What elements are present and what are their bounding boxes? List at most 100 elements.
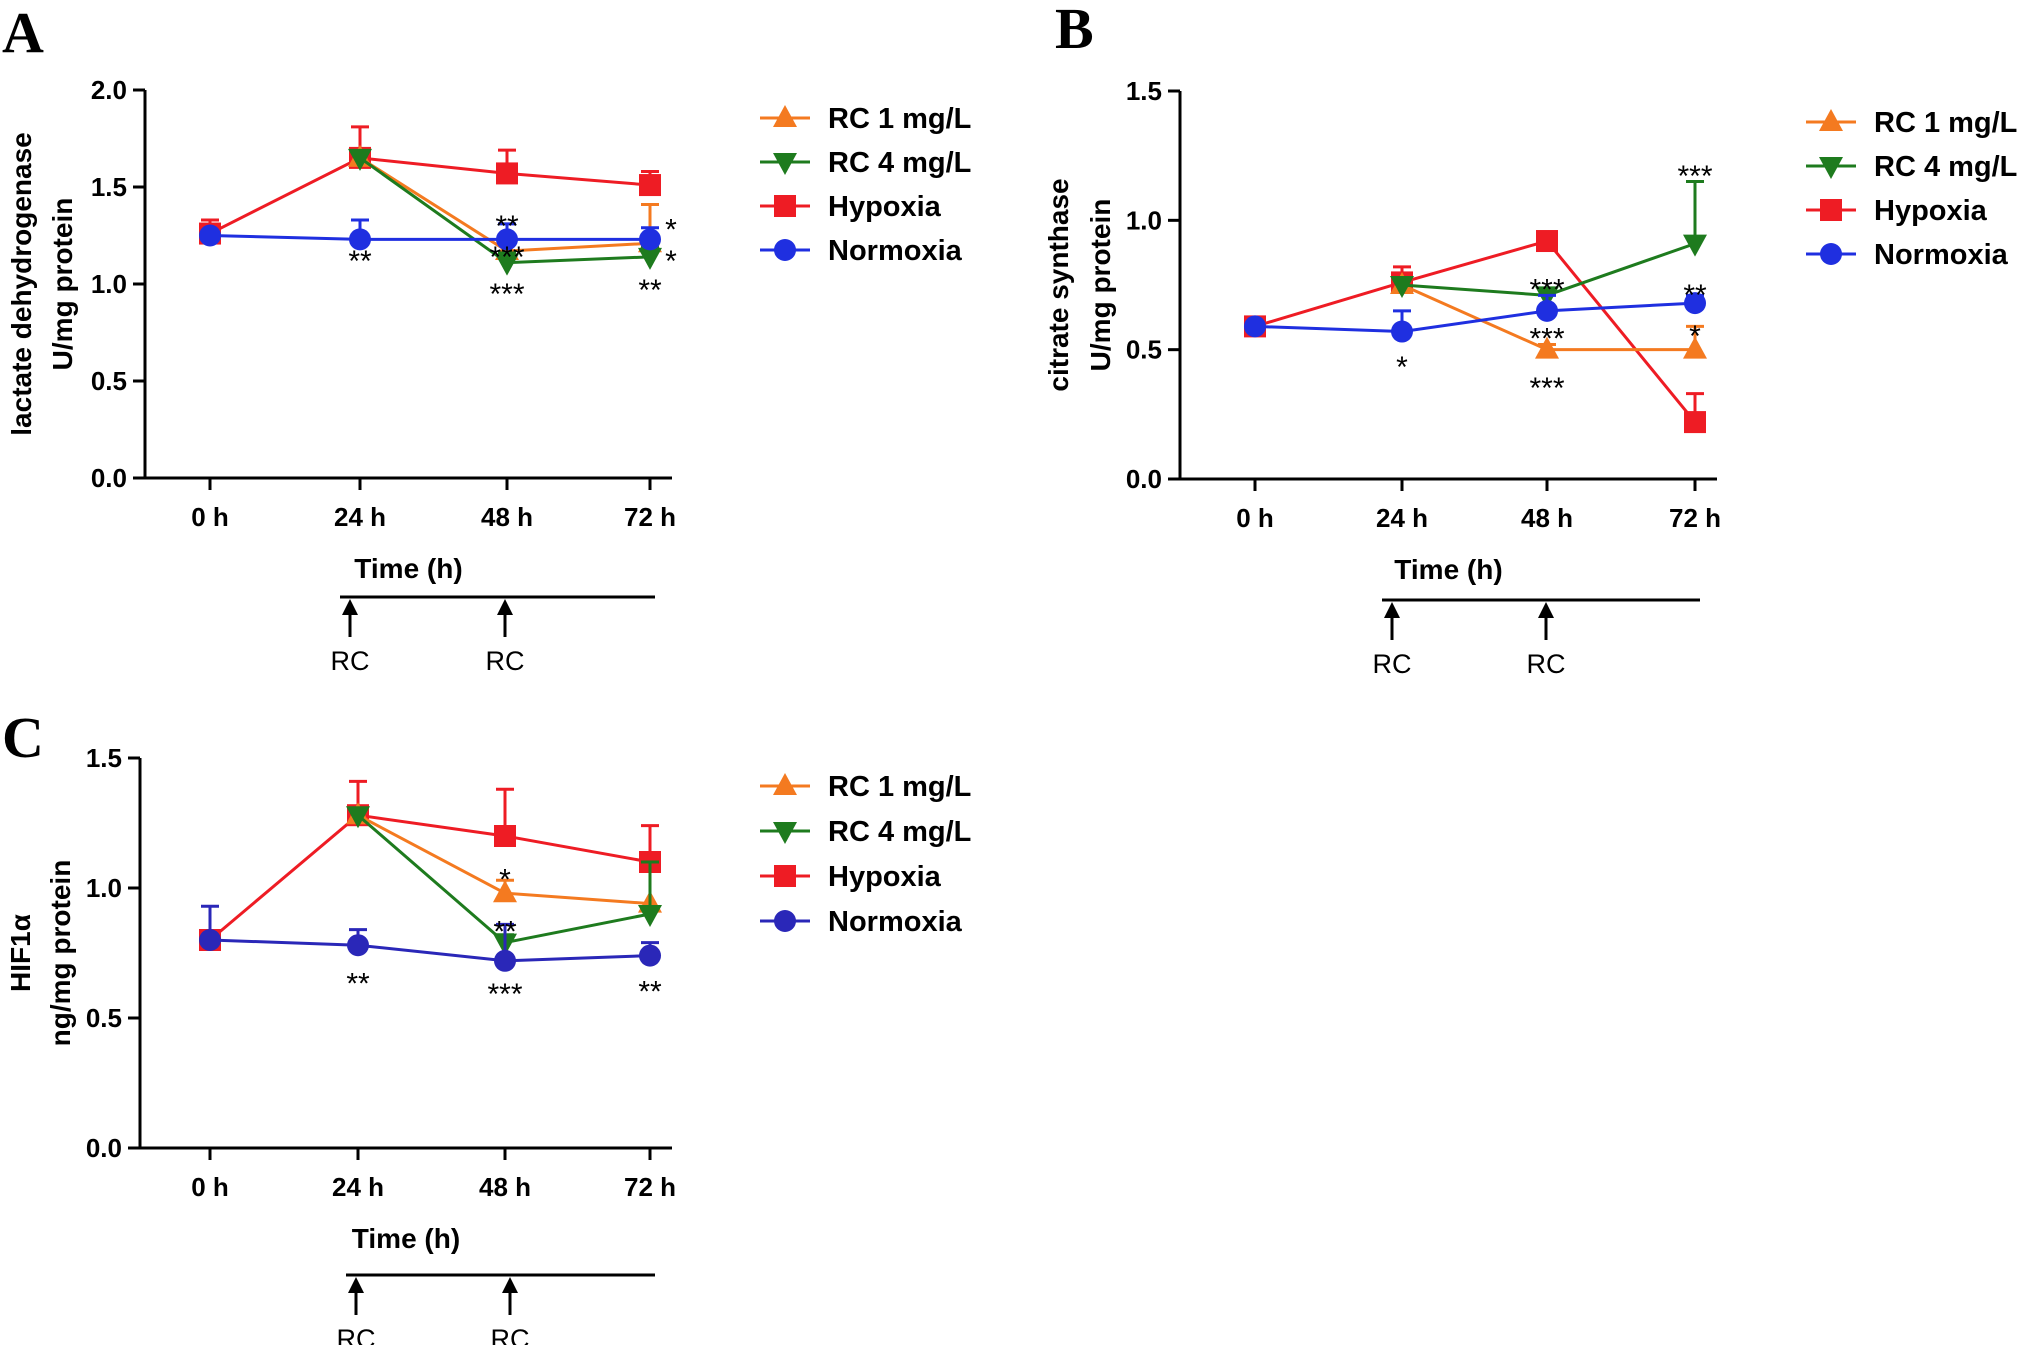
legend-label: Normoxia	[828, 235, 963, 267]
treatment-timeline: RC RC	[1373, 598, 1700, 679]
arrow-head-icon	[1384, 602, 1400, 618]
y-tick-label: 0.0	[86, 1133, 122, 1163]
significance-marker: **	[493, 916, 517, 949]
significance-marker: ***	[1529, 372, 1564, 405]
data-point	[1244, 315, 1266, 338]
treatment-arrow: RC	[486, 599, 525, 676]
legend-marker	[774, 910, 796, 932]
x-axis-title: Time (h)	[352, 1223, 460, 1254]
significance-marker: *	[1396, 351, 1408, 384]
panel-letter-a: A	[2, 0, 44, 65]
y-tick-label: 0.5	[86, 1003, 122, 1033]
legend-marker	[773, 153, 797, 175]
legend-marker	[774, 195, 796, 217]
data-point	[494, 949, 516, 972]
legend-marker	[773, 822, 797, 844]
legend-marker	[774, 239, 796, 261]
legend-label: RC 1 mg/L	[828, 771, 971, 803]
panel-letter-b: B	[1055, 0, 1094, 61]
legend-label: Hypoxia	[1874, 195, 1988, 227]
arrow-head-icon	[497, 599, 513, 615]
significance-marker: ***	[487, 978, 522, 1011]
legend: RC 1 mg/L RC 4 mg/L Hypoxia Normoxia	[1806, 107, 2017, 271]
y-tick-label: 1.0	[86, 873, 122, 903]
arrow-head-icon	[342, 599, 358, 615]
legend-label: RC 1 mg/L	[828, 103, 971, 135]
panel-b-chart: 0.0 0.5 1.0 1.5 0 h 24 h 48 h 72 h Time (h) citra…	[1043, 76, 2017, 679]
series-normoxia	[1244, 292, 1706, 343]
x-tick-label: 72 h	[624, 1172, 676, 1202]
x-tick-label: 72 h	[1669, 503, 1721, 533]
significance-marker: **	[348, 245, 372, 278]
data-point	[1536, 299, 1558, 322]
x-axis-title: Time (h)	[1394, 554, 1502, 585]
data-point	[199, 224, 221, 247]
arrow-head-icon	[1538, 602, 1554, 618]
x-tick-label: 72 h	[624, 502, 676, 532]
treatment-timeline: RC RC	[337, 1273, 655, 1345]
data-point	[1684, 411, 1706, 434]
series-line	[1254, 301, 1696, 334]
legend-item: Normoxia	[760, 235, 963, 267]
data-point	[1536, 230, 1558, 253]
legend: RC 1 mg/L RC 4 mg/L Hypoxia Normoxia	[760, 103, 971, 267]
data-point	[199, 929, 221, 951]
series-hypoxia	[1244, 230, 1706, 434]
legend-marker	[1819, 109, 1843, 131]
legend-marker	[773, 105, 797, 127]
legend-item: RC 4 mg/L	[760, 816, 971, 848]
legend: RC 1 mg/L RC 4 mg/L Hypoxia Normoxia	[760, 771, 971, 938]
data-point	[1390, 276, 1414, 298]
series-normoxia	[199, 904, 661, 972]
data-point	[1683, 234, 1707, 257]
treatment-label: RC	[1527, 649, 1566, 679]
x-axis-title: Time (h)	[354, 553, 462, 584]
data-point	[1683, 336, 1707, 359]
y-axis-title-line2: U/mg protein	[47, 198, 78, 371]
x-tick-label: 0 h	[191, 502, 229, 532]
legend-item: Hypoxia	[760, 861, 942, 893]
panel-c-chart: 0.0 0.5 1.0 1.5 0 h 24 h 48 h 72 h Time (h) HIF1α…	[5, 743, 971, 1345]
significance-marker: **	[638, 274, 662, 307]
significance-marker: **	[346, 968, 370, 1001]
series-line	[209, 156, 651, 235]
treatment-arrow: RC	[1527, 602, 1566, 679]
significance-marker: ***	[489, 241, 524, 274]
data-point	[346, 806, 370, 829]
data-point	[495, 253, 519, 276]
y-axis-title-line2: ng/mg protein	[45, 860, 76, 1047]
legend-marker	[773, 773, 797, 795]
series-line	[209, 938, 651, 963]
treatment-arrow: RC	[491, 1277, 530, 1345]
y-tick-label: 0.5	[1126, 335, 1162, 365]
significance-marker: *	[665, 245, 677, 278]
y-tick-label: 1.5	[91, 172, 127, 202]
treatment-arrow: RC	[337, 1277, 376, 1345]
y-tick-label: 1.5	[1126, 76, 1162, 106]
treatment-label: RC	[486, 646, 525, 676]
data-point	[493, 880, 517, 903]
x-tick-label: 48 h	[479, 1172, 531, 1202]
x-tick-label: 24 h	[334, 502, 386, 532]
legend-label: Hypoxia	[828, 861, 942, 893]
data-point	[639, 944, 661, 967]
treatment-timeline: RC RC	[331, 595, 655, 676]
y-axis-title-line2: U/mg protein	[1085, 199, 1116, 372]
y-tick-label: 1.5	[86, 743, 122, 773]
data-point	[638, 905, 662, 927]
legend-item: Normoxia	[1806, 239, 2009, 271]
treatment-arrow: RC	[1373, 602, 1412, 679]
y-tick-label: 0.0	[1126, 464, 1162, 494]
significance-marker: *	[1689, 320, 1701, 353]
y-tick-label: 0.0	[91, 463, 127, 493]
data-point	[496, 228, 518, 251]
legend-item: RC 4 mg/L	[760, 147, 971, 179]
significance-marker: ***	[1529, 323, 1564, 356]
series-line	[209, 813, 651, 942]
data-point	[639, 174, 661, 197]
treatment-arrow: RC	[331, 599, 370, 676]
data-point	[349, 228, 371, 251]
legend-item: RC 1 mg/L	[1806, 107, 2017, 139]
x-tick-label: 0 h	[191, 1172, 229, 1202]
